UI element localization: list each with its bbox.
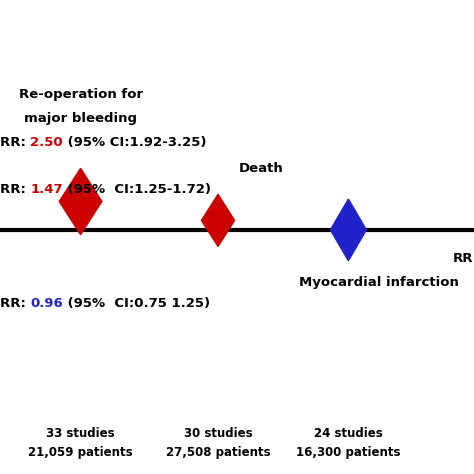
Text: 0.96: 0.96 — [30, 297, 63, 310]
Text: RR:: RR: — [0, 183, 30, 196]
Text: RR:: RR: — [0, 297, 30, 310]
Text: RR: 2.50 (95% CI:1.92-3.25): RR: 2.50 (95% CI:1.92-3.25) — [0, 473, 1, 474]
Text: RR:: RR: — [0, 136, 30, 149]
Polygon shape — [59, 168, 102, 235]
Text: 21,059 patients: 21,059 patients — [28, 446, 133, 459]
Text: 33 studies: 33 studies — [46, 427, 115, 440]
Text: (95%  CI:1.25-1.72): (95% CI:1.25-1.72) — [63, 183, 211, 196]
Text: Death: Death — [238, 162, 283, 175]
Text: major bleeding: major bleeding — [24, 112, 137, 125]
Text: RR: 0.96 (95%  CI:0.75 1.25): RR: 0.96 (95% CI:0.75 1.25) — [0, 473, 1, 474]
Text: (95%  CI:0.75 1.25): (95% CI:0.75 1.25) — [63, 297, 210, 310]
Text: 2.50: 2.50 — [30, 136, 63, 149]
Text: RR:: RR: — [453, 252, 474, 265]
Text: 24 studies: 24 studies — [314, 427, 383, 440]
Text: 16,300 patients: 16,300 patients — [296, 446, 401, 459]
Polygon shape — [330, 199, 366, 261]
Text: Myocardial infarction: Myocardial infarction — [299, 275, 458, 289]
Text: 27,508 patients: 27,508 patients — [166, 446, 270, 459]
Text: (95% CI:1.92-3.25): (95% CI:1.92-3.25) — [63, 136, 207, 149]
Polygon shape — [201, 194, 235, 246]
Text: Re-operation for: Re-operation for — [18, 88, 143, 101]
Text: RR: 1.47 (95%  CI:1.25-1.72): RR: 1.47 (95% CI:1.25-1.72) — [0, 473, 1, 474]
Text: 30 studies: 30 studies — [184, 427, 252, 440]
Text: 1.47: 1.47 — [30, 183, 63, 196]
